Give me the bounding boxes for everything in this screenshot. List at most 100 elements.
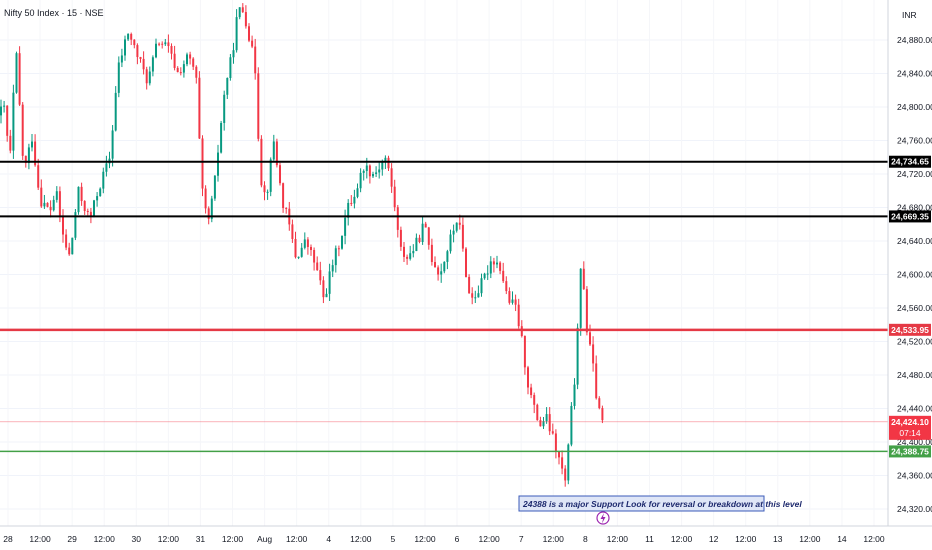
candle-body	[474, 297, 477, 299]
candle-body	[279, 165, 281, 184]
candle-body	[34, 141, 37, 166]
candle-body	[393, 186, 396, 208]
x-tick-label: 12:00	[735, 534, 757, 544]
candle-body	[133, 39, 136, 46]
candle-body	[396, 207, 399, 230]
candle-body	[505, 281, 508, 292]
candle-body	[561, 457, 564, 469]
x-tick-label: 8	[583, 534, 588, 544]
candle-body	[93, 200, 95, 217]
price-axis[interactable]: 24,880.00 24,840.00 24,800.00 24,760.00 24,7…	[897, 35, 932, 514]
x-tick-label: 6	[455, 534, 460, 544]
candle-body	[446, 251, 449, 262]
candle-body	[480, 278, 483, 294]
candle-body	[37, 165, 40, 188]
candle-body	[139, 57, 142, 59]
candle-body	[173, 53, 176, 68]
candle-body	[210, 198, 213, 219]
candle-body	[251, 40, 254, 47]
level-badge-label: 24,734.65	[891, 157, 929, 167]
candle-body	[334, 248, 337, 266]
level-badge	[889, 155, 931, 168]
y-tick-label: 24,840.00	[897, 69, 932, 79]
level-badge-label: 24,388.75	[891, 446, 929, 456]
candle-body	[220, 122, 223, 153]
candle-body	[492, 261, 495, 265]
annotation-text: 24388 is a major Support Look for revers…	[522, 499, 802, 509]
candle-body	[18, 53, 21, 105]
candle-body	[576, 327, 579, 385]
candle-body	[189, 54, 192, 59]
candle-body	[399, 229, 402, 247]
candle-body	[263, 185, 266, 193]
candle-body	[179, 72, 182, 74]
candle-body	[523, 336, 526, 368]
candle-body	[471, 293, 474, 298]
support-annotation[interactable]: 24388 is a major Support Look for revers…	[518, 495, 802, 525]
y-tick-label: 24,880.00	[897, 35, 932, 45]
candle-body	[533, 395, 536, 405]
candle-body	[195, 66, 198, 78]
candle-body	[362, 170, 365, 173]
candle-body	[192, 58, 195, 67]
chart-title: Nifty 50 Index · 15 · NSE	[4, 8, 104, 18]
candle-body	[424, 223, 427, 228]
candle-body	[158, 43, 161, 45]
x-tick-label: 12:00	[158, 534, 180, 544]
candle-body	[68, 247, 71, 255]
candles-layer	[0, 3, 604, 487]
candle-body	[127, 33, 130, 40]
candle-body	[322, 280, 325, 298]
y-tick-label: 24,320.00	[897, 504, 932, 514]
candle-body	[266, 191, 269, 193]
level-badge	[889, 323, 931, 336]
candle-body	[310, 246, 312, 251]
candle-body	[27, 147, 30, 164]
candle-body	[282, 183, 285, 209]
candle-body	[437, 267, 440, 275]
candle-body	[21, 104, 24, 156]
candle-body	[207, 208, 210, 219]
candle-body	[6, 105, 9, 136]
currency-label[interactable]: INR	[902, 10, 917, 20]
candle-body	[430, 244, 433, 262]
grid-lines	[0, 39, 888, 510]
annotation-box[interactable]	[518, 495, 765, 512]
y-tick-label: 24,680.00	[897, 203, 932, 213]
candle-body	[201, 138, 204, 189]
candle-body	[455, 222, 458, 231]
x-tick-label: 12:00	[863, 534, 885, 544]
candle-body	[272, 141, 275, 160]
candle-body	[62, 215, 64, 235]
level-badge-label: 24,669.35	[891, 211, 929, 221]
candle-body	[579, 268, 582, 328]
candle-body	[545, 414, 548, 422]
y-tick-label: 24,720.00	[897, 169, 932, 179]
candle-body	[186, 54, 188, 65]
lightning-glyph	[600, 513, 606, 524]
candle-body	[161, 43, 164, 45]
candle-body	[558, 451, 560, 458]
candle-body	[130, 33, 133, 40]
candle-body	[151, 57, 154, 72]
x-tick-label: Aug	[257, 534, 272, 544]
candle-body	[198, 77, 201, 139]
candle-body	[254, 46, 257, 74]
candle-body	[49, 206, 52, 211]
candle-body	[226, 77, 229, 95]
candle-body	[381, 162, 384, 170]
x-tick-label: 4	[326, 534, 331, 544]
level-badge	[889, 210, 931, 223]
price-badges: 24,734.6524,669.3524,533.9524,388.7524,4…	[889, 155, 931, 458]
y-tick-label: 24,600.00	[897, 270, 932, 280]
time-axis[interactable]: 28 12:00 29 12:00 30 12:00 31 12:00 Aug 12:00 4 12:…	[3, 534, 885, 544]
candle-body	[598, 398, 601, 409]
candle-body	[499, 262, 502, 271]
candle-body	[589, 332, 591, 345]
candle-body	[229, 57, 232, 78]
x-tick-label: 12:00	[94, 534, 116, 544]
candle-body	[86, 210, 89, 212]
candle-body	[232, 50, 235, 58]
candle-body	[238, 7, 241, 18]
